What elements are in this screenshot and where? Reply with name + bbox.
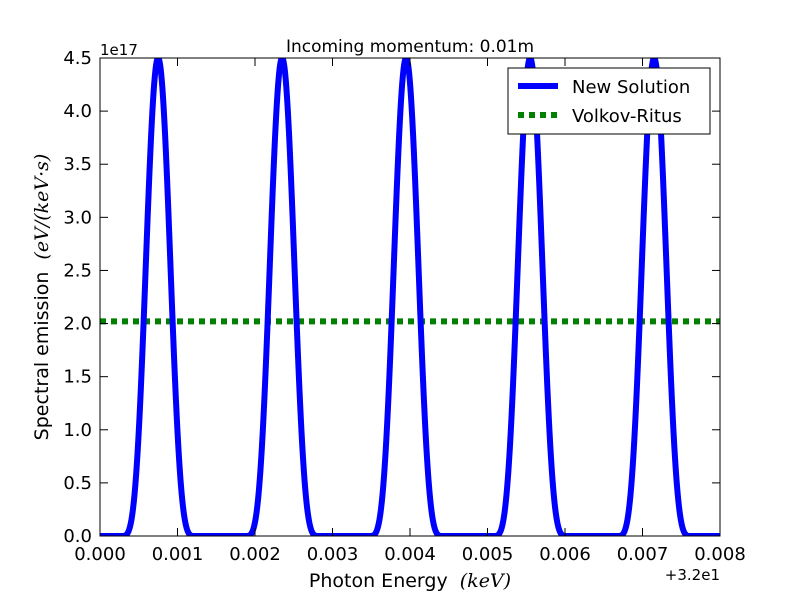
x-axis: 0.000 0.001 0.002 0.003 0.004 0.005 0.006 0.007… (74, 58, 746, 565)
y-tick-label: 1.5 (63, 367, 92, 388)
x-tick-label: 0.007 (617, 544, 669, 565)
x-tick-label: 0.002 (229, 544, 281, 565)
x-tick-label: 0.005 (462, 544, 514, 565)
legend-box (507, 67, 711, 135)
y-axis-label-text: Spectral emission (31, 272, 53, 441)
y-tick-label: 3.0 (63, 207, 92, 228)
x-tick-label: 0.008 (694, 544, 746, 565)
y-axis-label: Spectral emission (eV/(keV·s) (31, 154, 53, 441)
y-tick-label: 2.0 (63, 314, 92, 335)
legend-label-volkov-ritus: Volkov-Ritus (572, 106, 682, 127)
y-tick-label: 2.5 (63, 260, 92, 281)
y-tick-label: 0.0 (63, 526, 92, 547)
x-tick-label: 0.001 (152, 544, 204, 565)
x-offset-label: +3.2e1 (665, 566, 720, 584)
y-scale-label: 1e17 (100, 41, 138, 59)
x-tick-label: 0.006 (539, 544, 591, 565)
x-tick-label: 0.003 (307, 544, 359, 565)
x-axis-unit: (keV) (460, 570, 511, 592)
chart-title: Incoming momentum: 0.01m (286, 37, 534, 57)
x-axis-label: Photon Energy (keV) (309, 570, 511, 592)
legend-label-new-solution: New Solution (572, 77, 690, 98)
legend: New Solution Volkov-Ritus (507, 67, 711, 135)
y-axis-unit: (eV/(keV·s) (31, 154, 53, 260)
y-tick-label: 4.5 (63, 48, 92, 69)
series-new-solution (100, 58, 720, 536)
y-tick-label: 4.0 (63, 101, 92, 122)
y-tick-label: 0.5 (63, 473, 92, 494)
y-tick-label: 3.5 (63, 154, 92, 175)
x-tick-label: 0.000 (74, 544, 126, 565)
x-axis-label-text: Photon Energy (309, 570, 448, 592)
y-tick-label: 1.0 (63, 420, 92, 441)
x-tick-label: 0.004 (384, 544, 436, 565)
y-axis: 0.0 0.5 1.0 1.5 2.0 2.5 3.0 3.5 4.0 4.5 (63, 48, 720, 547)
plot-area (100, 58, 720, 536)
